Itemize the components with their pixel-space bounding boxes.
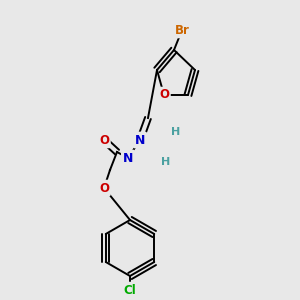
Text: H: H (161, 157, 171, 167)
Text: N: N (123, 152, 133, 164)
Text: O: O (99, 134, 109, 146)
Text: O: O (159, 88, 169, 101)
Text: Cl: Cl (124, 284, 136, 296)
Text: H: H (171, 127, 181, 137)
Text: O: O (99, 182, 109, 194)
Text: N: N (135, 134, 145, 146)
Text: Br: Br (175, 23, 189, 37)
